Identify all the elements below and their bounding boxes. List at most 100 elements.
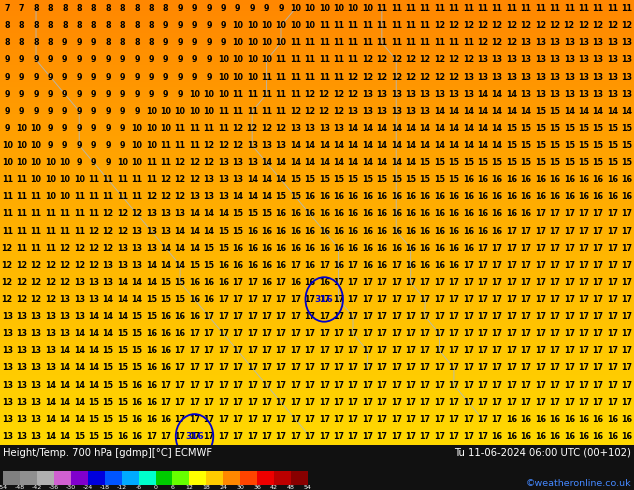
Text: 17: 17 — [549, 398, 560, 407]
Text: 16: 16 — [333, 192, 344, 201]
Text: 11: 11 — [2, 175, 13, 184]
Text: 13: 13 — [2, 312, 13, 321]
Text: 9: 9 — [178, 73, 183, 81]
Text: 9: 9 — [62, 90, 68, 98]
Text: 16: 16 — [362, 261, 373, 270]
Text: 16: 16 — [290, 226, 301, 236]
Text: 15: 15 — [621, 124, 632, 133]
Text: 10: 10 — [45, 192, 56, 201]
Text: 14: 14 — [434, 107, 445, 116]
Text: 11: 11 — [60, 226, 70, 236]
Text: 15: 15 — [189, 261, 200, 270]
Text: 14: 14 — [146, 278, 157, 287]
Text: 15: 15 — [160, 278, 171, 287]
Text: 10: 10 — [304, 21, 315, 30]
Text: 17: 17 — [564, 329, 574, 338]
Text: 13: 13 — [60, 312, 70, 321]
Text: 10: 10 — [30, 175, 41, 184]
Text: 14: 14 — [491, 141, 503, 150]
Text: 13: 13 — [160, 209, 171, 219]
Text: 17: 17 — [247, 398, 257, 407]
Text: 17: 17 — [621, 295, 632, 304]
Text: 17: 17 — [578, 278, 589, 287]
Bar — [87, 471, 105, 485]
Text: 10: 10 — [189, 90, 200, 98]
Text: 7: 7 — [4, 4, 10, 13]
Text: 13: 13 — [16, 381, 27, 390]
Text: 14: 14 — [88, 312, 99, 321]
Text: 8: 8 — [120, 4, 126, 13]
Text: 14: 14 — [463, 141, 474, 150]
Text: 15: 15 — [549, 107, 560, 116]
Text: 17: 17 — [521, 398, 531, 407]
Text: 9: 9 — [178, 55, 183, 64]
Text: 17: 17 — [232, 329, 243, 338]
Text: 11: 11 — [189, 124, 200, 133]
Text: 12: 12 — [45, 278, 56, 287]
Text: 17: 17 — [204, 415, 214, 424]
Text: 9: 9 — [120, 107, 126, 116]
Text: 15: 15 — [103, 415, 113, 424]
Text: 17: 17 — [621, 312, 632, 321]
Text: 13: 13 — [30, 432, 41, 441]
Text: 9: 9 — [191, 73, 197, 81]
Text: 17: 17 — [420, 295, 430, 304]
Text: 9: 9 — [120, 141, 126, 150]
Text: 17: 17 — [434, 364, 445, 372]
Text: 17: 17 — [174, 381, 186, 390]
Text: 17: 17 — [549, 244, 560, 253]
Text: 11: 11 — [491, 4, 503, 13]
Text: 12: 12 — [189, 158, 200, 167]
Text: 17: 17 — [564, 261, 574, 270]
Text: 13: 13 — [621, 38, 632, 47]
Text: 9: 9 — [178, 21, 183, 30]
Text: 12: 12 — [186, 486, 193, 490]
Text: 13: 13 — [30, 312, 41, 321]
Text: 13: 13 — [232, 175, 243, 184]
Text: 13: 13 — [521, 73, 531, 81]
Text: 15: 15 — [319, 175, 330, 184]
Text: 11: 11 — [420, 4, 430, 13]
Text: 13: 13 — [506, 73, 517, 81]
Text: 17: 17 — [578, 329, 589, 338]
Text: 12: 12 — [174, 175, 186, 184]
Text: 17: 17 — [535, 278, 546, 287]
Text: 14: 14 — [477, 124, 488, 133]
Text: 10: 10 — [146, 107, 157, 116]
Text: 14: 14 — [60, 364, 70, 372]
Text: 17: 17 — [564, 295, 574, 304]
Text: 17: 17 — [276, 278, 287, 287]
Text: 16: 16 — [448, 192, 460, 201]
Text: 17: 17 — [593, 381, 604, 390]
Text: 13: 13 — [607, 90, 618, 98]
Text: 14: 14 — [319, 141, 330, 150]
Text: 13: 13 — [2, 329, 13, 338]
Text: 12: 12 — [477, 38, 488, 47]
Text: 10: 10 — [276, 21, 287, 30]
Text: 15: 15 — [117, 381, 128, 390]
Text: 17: 17 — [621, 226, 632, 236]
Text: 11: 11 — [621, 4, 632, 13]
Text: 16: 16 — [347, 244, 358, 253]
Text: 16: 16 — [564, 432, 574, 441]
Text: 9: 9 — [178, 38, 183, 47]
Text: 13: 13 — [117, 244, 128, 253]
Text: 16: 16 — [506, 192, 517, 201]
Text: 16: 16 — [146, 415, 157, 424]
Text: 17: 17 — [174, 398, 186, 407]
Text: 16: 16 — [434, 244, 445, 253]
Text: 17: 17 — [304, 295, 315, 304]
Text: 12: 12 — [261, 124, 272, 133]
Text: 11: 11 — [247, 107, 257, 116]
Text: 10: 10 — [30, 141, 41, 150]
Text: 16: 16 — [448, 209, 460, 219]
Text: 15: 15 — [521, 124, 531, 133]
Text: 17: 17 — [621, 398, 632, 407]
Text: 13: 13 — [448, 90, 460, 98]
Text: 16: 16 — [535, 192, 546, 201]
Text: 16: 16 — [146, 346, 157, 355]
Text: 14: 14 — [232, 192, 243, 201]
Text: 13: 13 — [362, 107, 373, 116]
Text: 17: 17 — [247, 432, 257, 441]
Text: 11: 11 — [319, 73, 330, 81]
